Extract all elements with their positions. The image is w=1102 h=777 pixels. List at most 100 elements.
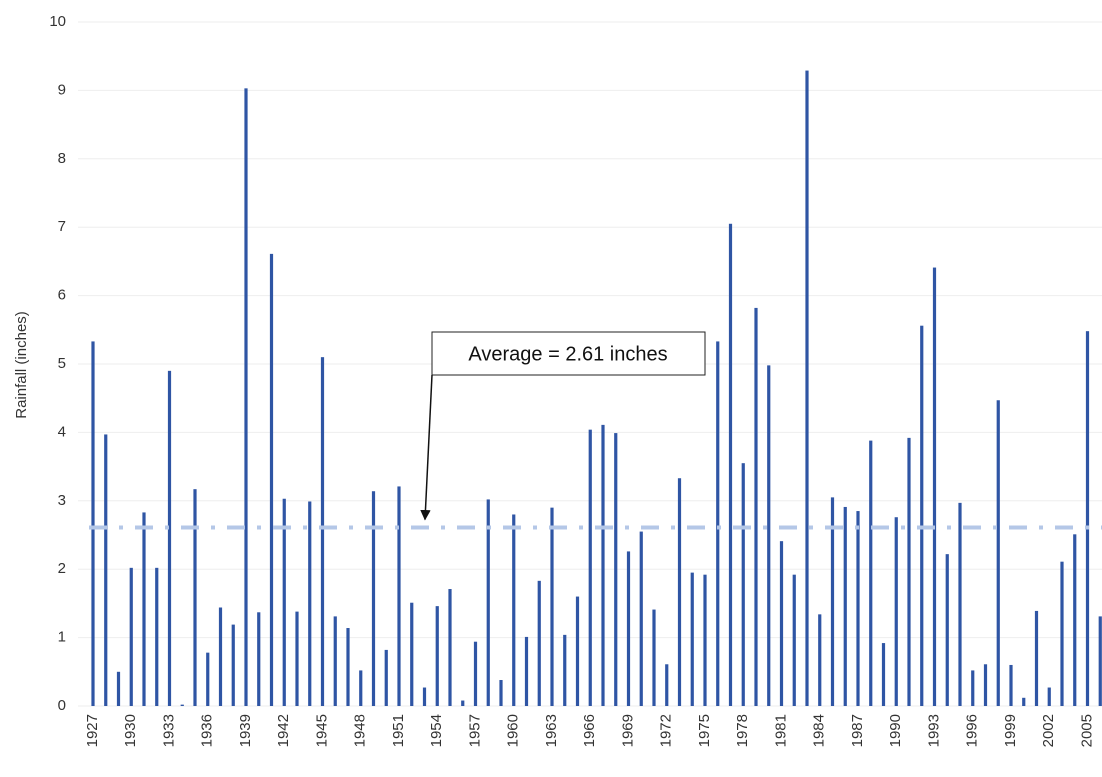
x-tick-label: 1930 <box>122 714 139 747</box>
bar <box>422 687 427 706</box>
bar <box>830 497 835 706</box>
annotation-box <box>431 331 706 376</box>
bar <box>869 440 873 706</box>
x-tick-label: 1957 <box>466 714 483 747</box>
bar <box>473 641 478 706</box>
x-tick-label: 1963 <box>543 714 560 747</box>
x-tick-label: 2005 <box>1078 714 1095 747</box>
bar <box>1047 687 1051 706</box>
x-tick-label: 1942 <box>275 714 292 747</box>
bar <box>907 437 911 706</box>
y-tick-label: 5 <box>58 355 66 372</box>
bar <box>754 307 758 706</box>
x-tick-label: 1996 <box>964 714 981 747</box>
x-tick-label: 1927 <box>84 714 101 747</box>
bar <box>371 491 376 706</box>
y-tick-label: 7 <box>58 218 66 235</box>
x-tick-label: 1936 <box>199 714 216 747</box>
bar <box>512 514 516 706</box>
bar <box>91 341 95 706</box>
x-tick-label: 1939 <box>237 714 254 747</box>
y-tick-label: 1 <box>58 629 66 646</box>
bar <box>193 489 197 706</box>
bar <box>996 400 1000 706</box>
bar <box>563 634 567 706</box>
bar <box>129 567 133 706</box>
x-tick-label: 1987 <box>849 714 866 747</box>
y-tick-label: 8 <box>58 150 66 167</box>
bar <box>333 616 337 706</box>
bar <box>1085 331 1090 706</box>
bar <box>320 357 325 706</box>
bar <box>282 498 286 706</box>
x-tick-label: 1981 <box>772 714 789 747</box>
bar <box>665 664 669 706</box>
y-tick-label: 9 <box>58 81 66 98</box>
x-tick-label: 1954 <box>428 714 445 747</box>
bar <box>945 554 949 706</box>
x-tick-label: 1990 <box>887 714 904 747</box>
bar <box>652 609 656 706</box>
bar <box>716 341 720 706</box>
x-tick-label: 1933 <box>160 714 177 747</box>
bar <box>206 652 210 706</box>
bar <box>690 572 694 706</box>
bar <box>435 606 439 706</box>
y-tick-label: 4 <box>58 423 66 440</box>
bar <box>397 486 401 706</box>
bar <box>1060 561 1064 706</box>
x-tick-label: 1972 <box>658 714 675 747</box>
x-tick-label: 1993 <box>925 714 942 747</box>
bar <box>410 602 414 706</box>
bar <box>881 643 886 706</box>
bar <box>116 671 121 706</box>
bar <box>269 253 274 706</box>
bar <box>1009 664 1013 706</box>
bar <box>308 501 312 706</box>
x-tick-label: 1948 <box>352 714 369 747</box>
x-tick-label: 1951 <box>390 714 407 747</box>
bar <box>346 628 350 706</box>
bar <box>218 607 223 706</box>
bar <box>448 589 452 706</box>
bar <box>142 512 146 706</box>
bar <box>983 664 988 706</box>
bar <box>677 478 682 706</box>
x-tick-label: 1999 <box>1002 714 1019 747</box>
annotation-text: Average = 2.61 inches <box>468 343 667 365</box>
bar <box>550 507 554 706</box>
bar <box>588 429 592 706</box>
x-tick-label: 1960 <box>505 714 522 747</box>
bar <box>767 365 771 706</box>
y-tick-label: 2 <box>58 560 66 577</box>
x-tick-label: 1975 <box>696 714 713 747</box>
bar <box>971 670 975 706</box>
x-tick-label: 1945 <box>313 714 330 747</box>
bar <box>359 670 363 706</box>
y-tick-label: 10 <box>49 13 66 30</box>
bar <box>1034 610 1039 706</box>
y-tick-label: 3 <box>58 492 66 509</box>
bar <box>180 704 184 706</box>
bar <box>575 596 580 706</box>
bar <box>257 612 261 706</box>
bar <box>1098 616 1102 706</box>
bar <box>792 574 796 706</box>
bar <box>167 370 172 706</box>
bar <box>384 649 388 706</box>
annotation-arrow <box>420 374 433 521</box>
bar <box>486 499 490 706</box>
x-tick-label: 1969 <box>619 714 636 747</box>
y-axis-label: Rainfall (inches) <box>13 311 30 419</box>
bar <box>1022 697 1026 706</box>
bar <box>104 434 108 706</box>
bar <box>244 88 248 706</box>
bar <box>703 574 707 706</box>
bar <box>843 506 847 706</box>
bar <box>601 424 605 706</box>
bar <box>920 325 924 706</box>
bar <box>614 433 618 706</box>
bar <box>626 551 631 706</box>
y-tick-label: 0 <box>58 697 66 714</box>
